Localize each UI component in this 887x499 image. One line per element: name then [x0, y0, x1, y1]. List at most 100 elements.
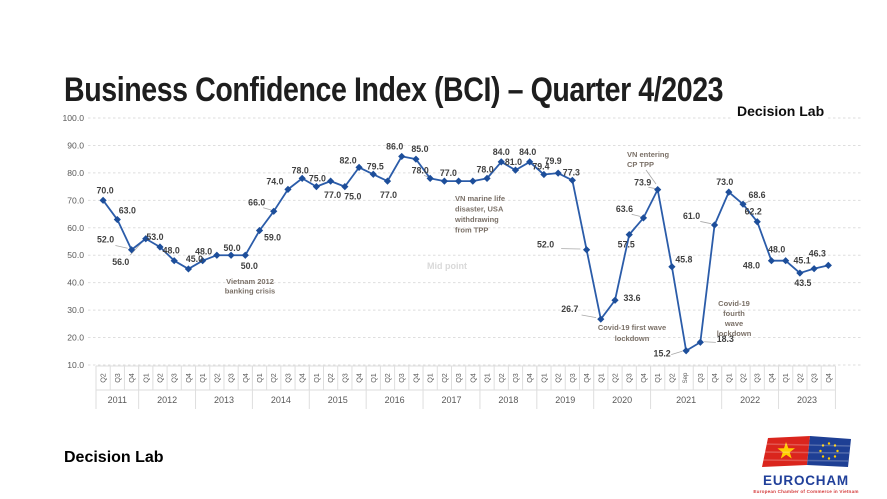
data-point-marker: [270, 207, 278, 215]
eurocham-flags-graphic: [762, 436, 851, 467]
x-axis-quarter-label: Q1: [781, 373, 790, 383]
annotation-leader-line: [645, 169, 657, 185]
x-axis-quarter-label: Q3: [113, 373, 122, 383]
y-axis-tick-label: 50.0: [67, 250, 84, 260]
data-point-marker: [99, 196, 107, 204]
x-axis-quarter-label: Q4: [127, 373, 136, 383]
data-point-label: 46.3: [809, 248, 826, 258]
data-point-marker: [654, 186, 662, 194]
vietnam-flag: [762, 436, 810, 467]
annotation-marine-life-tpp: withdrawing: [454, 215, 499, 224]
data-point-label: 68.6: [748, 190, 765, 200]
data-point-label: 45.8: [675, 255, 692, 265]
label-leader-line: [115, 245, 128, 249]
y-axis-tick-label: 40.0: [67, 278, 84, 288]
data-point-label: 48.0: [768, 245, 785, 255]
data-point-label: 66.0: [248, 197, 265, 207]
data-point-label: 82.0: [339, 155, 356, 165]
x-axis-year-label: 2015: [328, 395, 348, 405]
label-leader-line: [671, 350, 683, 355]
data-point-label: 78.0: [476, 164, 493, 174]
data-point-marker: [767, 257, 776, 265]
data-point-label: 63.0: [119, 206, 136, 216]
data-point-marker: [725, 188, 733, 196]
x-axis-quarter-label: Q2: [383, 373, 392, 383]
x-axis-quarter-label: Q2: [795, 373, 804, 383]
x-axis-year-label: 2023: [797, 395, 817, 405]
data-point-label: 77.0: [440, 168, 457, 178]
eurocham-logo: EUROCHAM European Chamber of Commerce in…: [750, 435, 862, 494]
x-axis-quarter-label: Q3: [227, 373, 236, 383]
y-axis-tick-label: 10.0: [67, 360, 84, 370]
data-point-label: 75.0: [309, 174, 326, 184]
data-point-marker: [568, 176, 576, 184]
x-axis-quarter-label: Q3: [511, 373, 520, 383]
data-point-marker: [739, 200, 747, 208]
data-point-marker: [824, 261, 832, 269]
data-point-label: 78.0: [412, 165, 429, 175]
annotation-covid-fourth-wave: fourth: [723, 309, 745, 318]
data-point-marker: [782, 257, 790, 265]
x-axis-quarter-label: Q2: [212, 373, 221, 383]
data-point-marker: [383, 177, 392, 185]
annotation-covid-first-wave: Covid-19 first wave: [598, 323, 666, 332]
x-axis-year-label: 2011: [108, 395, 127, 405]
mid-point-watermark: Mid point: [427, 261, 467, 271]
annotation-banking-crisis: Vietnam 2012: [226, 277, 274, 286]
data-point-marker: [639, 214, 648, 222]
data-point-label: 74.0: [266, 176, 283, 186]
x-axis-quarter-label: Q3: [753, 373, 762, 383]
x-axis-quarter-label: Q4: [411, 373, 420, 383]
x-axis-quarter-label: Q4: [639, 373, 648, 383]
label-leader-line: [700, 221, 712, 225]
x-axis-quarter-label: Q4: [468, 373, 477, 383]
data-point-marker: [412, 155, 420, 163]
data-point-label: 61.0: [683, 211, 700, 221]
data-point-marker: [710, 221, 719, 229]
page-title: Business Confidence Index (BCI) – Quarte…: [64, 70, 724, 109]
data-point-label: 18.3: [717, 334, 734, 344]
data-point-marker: [355, 163, 363, 171]
x-axis-year-label: 2012: [157, 395, 177, 405]
label-leader-line: [581, 314, 597, 319]
data-point-marker: [184, 265, 193, 273]
data-point-label: 84.0: [519, 147, 536, 157]
decision-lab-bottom-label: Decision Lab: [64, 449, 164, 466]
data-point-marker: [611, 296, 619, 304]
data-point-label: 48.0: [743, 261, 760, 271]
data-point-marker: [540, 170, 548, 179]
x-axis-quarter-label: Q4: [710, 373, 719, 383]
data-point-marker: [668, 263, 676, 271]
data-point-marker: [682, 347, 690, 355]
y-axis-tick-label: 80.0: [67, 168, 84, 178]
data-point-marker: [455, 177, 463, 185]
data-point-marker: [255, 226, 264, 235]
x-axis-quarter-label: Q1: [255, 373, 264, 383]
x-axis-quarter-label: Q1: [141, 373, 150, 383]
x-axis-quarter-label: Q1: [369, 373, 378, 383]
data-point-label: 70.0: [97, 185, 114, 195]
data-point-label: 57.5: [618, 240, 635, 250]
x-axis-year-label: 2020: [612, 395, 632, 405]
data-point-label: 73.9: [634, 178, 651, 188]
data-point-marker: [142, 235, 150, 243]
data-point-label: 62.2: [745, 207, 762, 217]
annotation-marine-life-tpp: from TPP: [455, 226, 488, 235]
eu-flag: [807, 436, 851, 467]
label-leader-line: [263, 207, 272, 211]
data-point-label: 78.0: [292, 165, 309, 175]
data-point-label: 45.1: [794, 256, 811, 266]
data-point-label: 77.3: [563, 167, 580, 177]
x-axis-quarter-label: Q3: [568, 373, 577, 383]
data-point-marker: [398, 152, 406, 161]
data-point-marker: [796, 269, 804, 277]
x-axis-quarter-label: Q2: [739, 373, 748, 383]
data-point-marker: [597, 315, 605, 323]
eurocham-wordmark: EUROCHAM: [763, 473, 849, 488]
data-point-label: 45.0: [186, 254, 203, 264]
data-point-label: 56.0: [112, 257, 129, 267]
x-axis-year-label: 2022: [740, 395, 760, 405]
label-leader-line: [129, 241, 143, 256]
x-axis-quarter-label: Sep: [683, 372, 689, 383]
data-point-label: 50.0: [241, 261, 258, 271]
